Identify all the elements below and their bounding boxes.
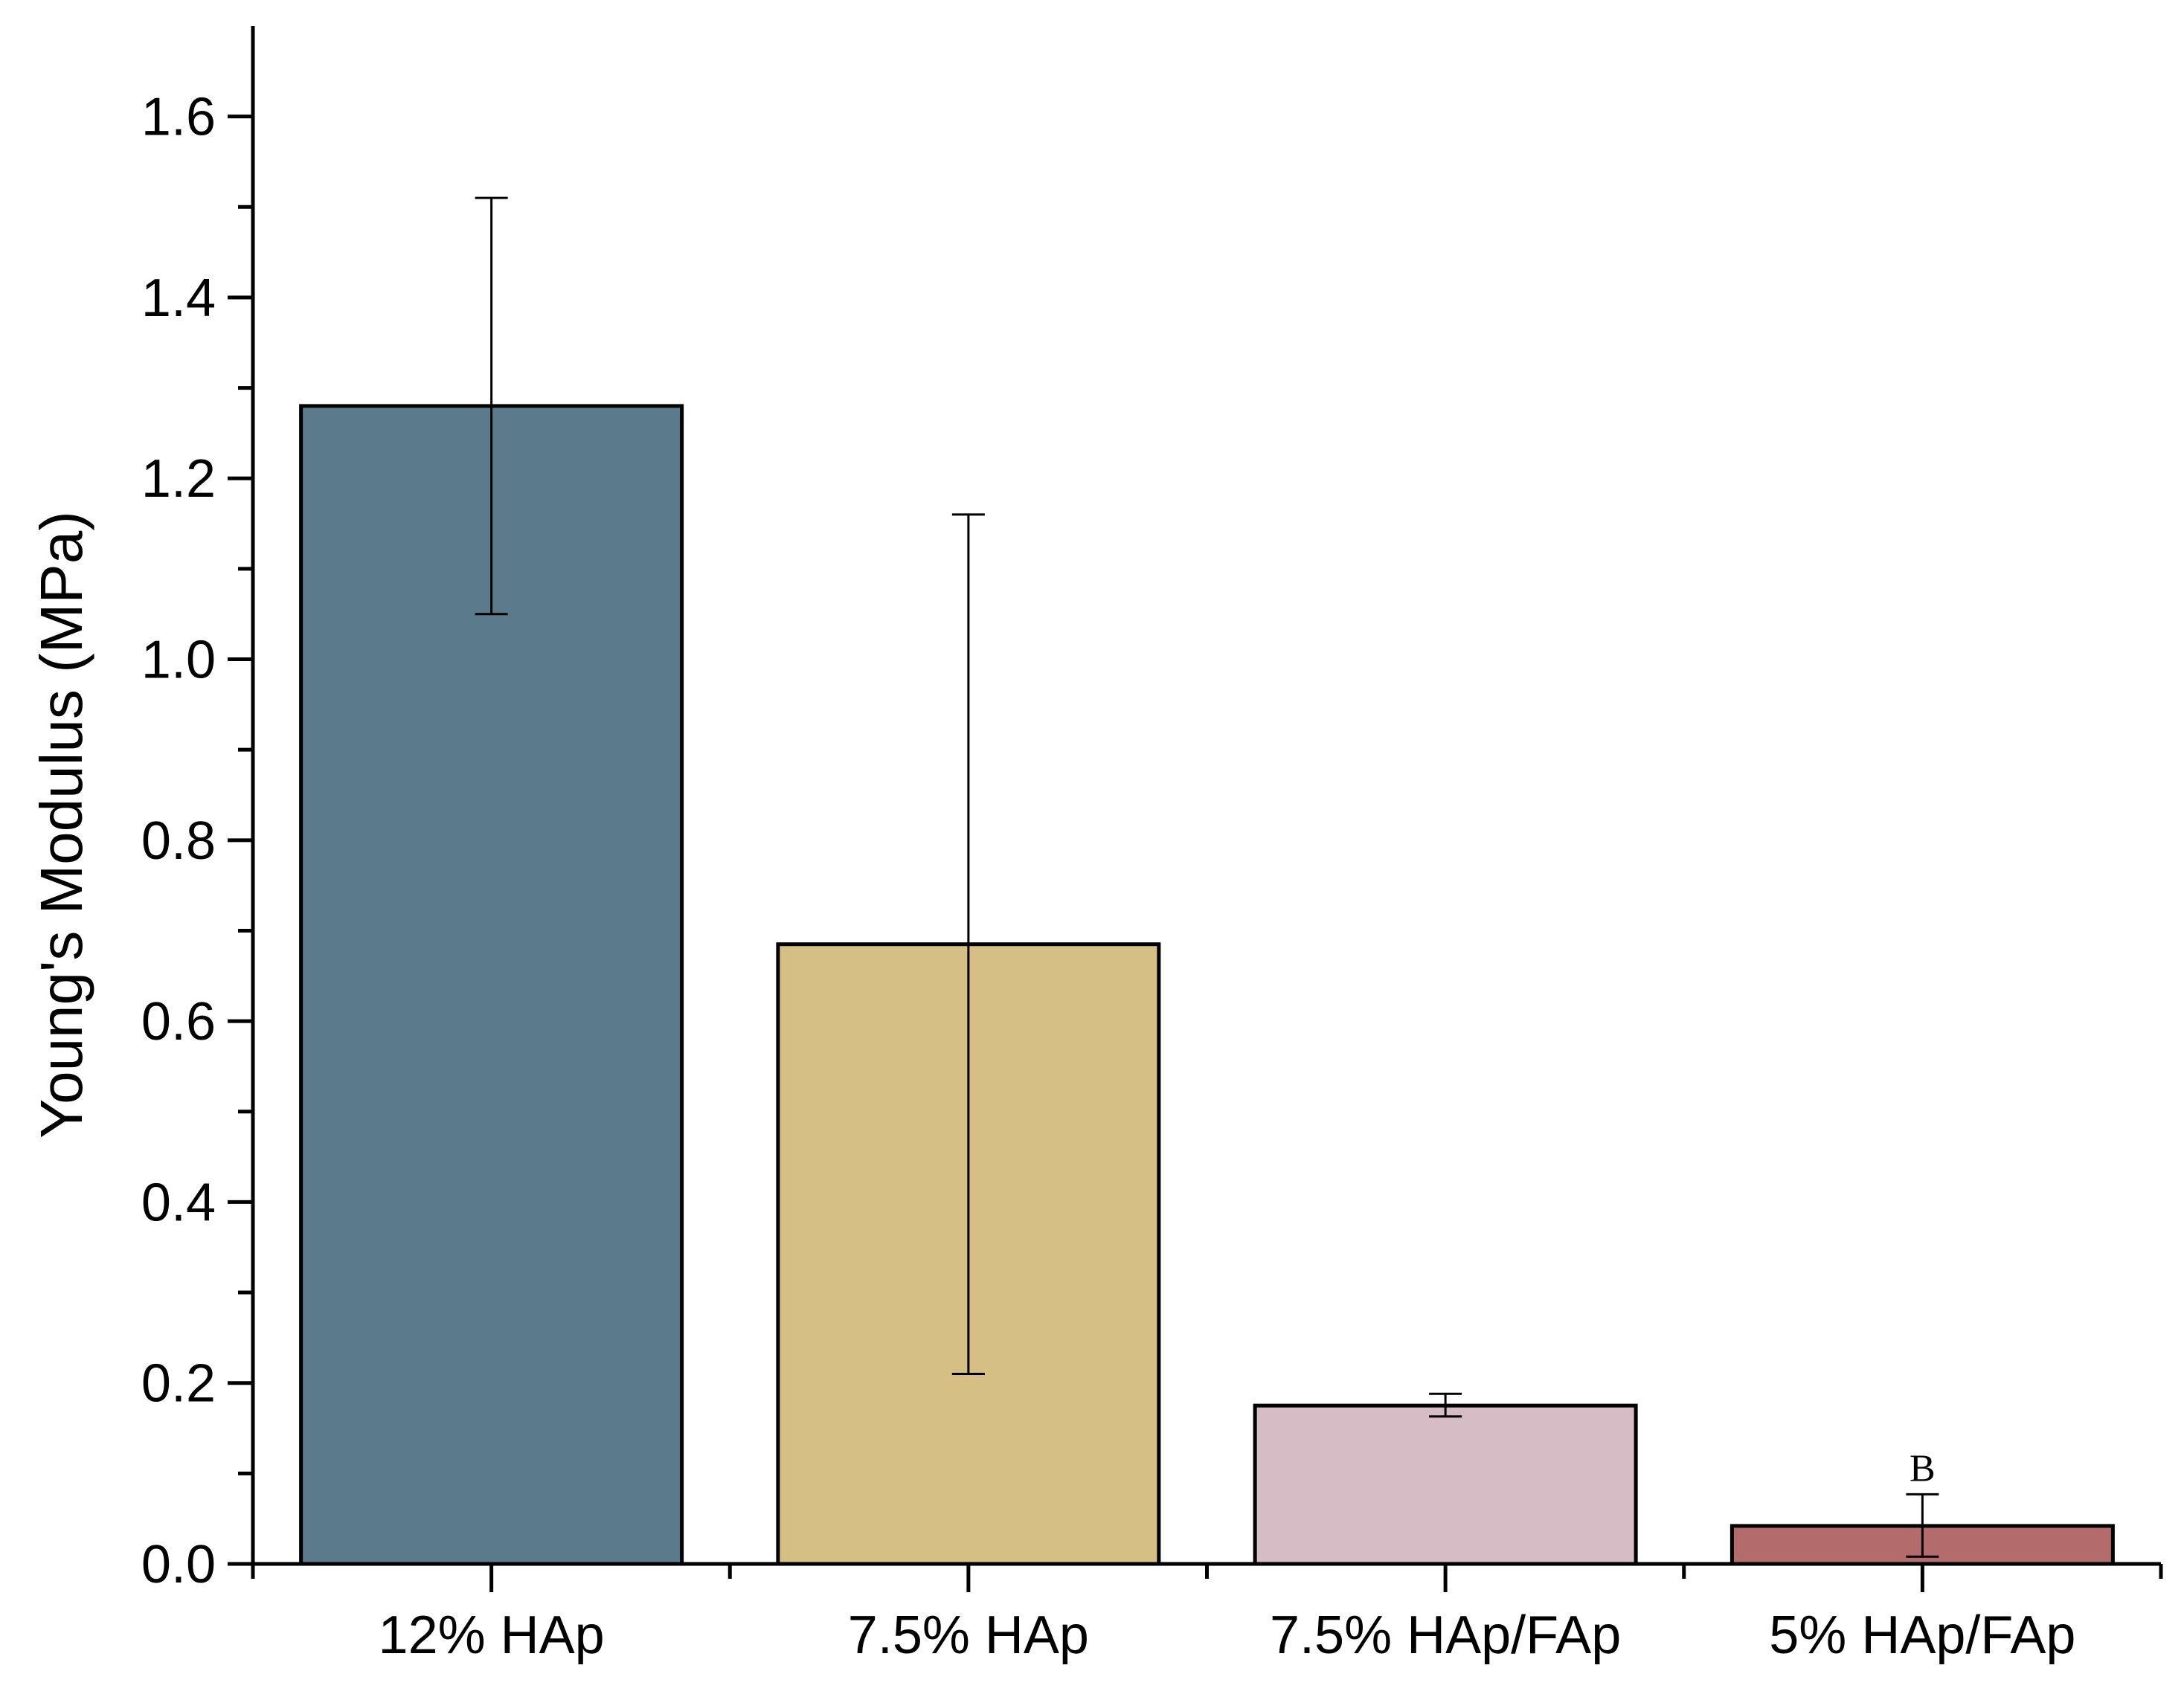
y-tick-label-0: 0.0 bbox=[141, 1535, 216, 1594]
annotation-0: B bbox=[1910, 1447, 1936, 1490]
bars-layer bbox=[299, 404, 2115, 1566]
y-tick-label-8: 1.6 bbox=[141, 88, 216, 147]
y-tick-label-7: 1.4 bbox=[141, 268, 216, 328]
annotations-layer: B bbox=[1910, 1447, 1936, 1490]
y-tick-label-4: 0.8 bbox=[141, 811, 216, 871]
bar-2 bbox=[1253, 1403, 1638, 1566]
x-tick-label-3: 5% HAp/FAp bbox=[1769, 1606, 2075, 1665]
x-ticks-layer: 12% HAp 7.5% HAp 7.5% HAp/FAp 5% HAp/FAp bbox=[251, 1564, 2163, 1665]
error-bars-layer bbox=[475, 196, 1939, 1558]
x-tick-label-0: 12% HAp bbox=[379, 1606, 605, 1665]
y-tick-label-6: 1.2 bbox=[141, 449, 216, 509]
y-tick-label-3: 0.6 bbox=[141, 992, 216, 1052]
y-tick-label-5: 1.0 bbox=[141, 631, 216, 690]
y-tick-label-2: 0.4 bbox=[141, 1173, 216, 1232]
y-axis-title: Young's Modulus (MPa) bbox=[28, 511, 94, 1139]
y-ticks-layer: 0.0 0.2 0.4 0.6 0.8 1.0 1.2 1.4 1.6 bbox=[141, 88, 253, 1594]
y-axis-title-group: Young's Modulus (MPa) bbox=[28, 511, 94, 1139]
x-tick-label-1: 7.5% HAp bbox=[848, 1606, 1089, 1665]
x-tick-label-2: 7.5% HAp/FAp bbox=[1270, 1606, 1621, 1665]
y-tick-label-1: 0.2 bbox=[141, 1354, 216, 1414]
